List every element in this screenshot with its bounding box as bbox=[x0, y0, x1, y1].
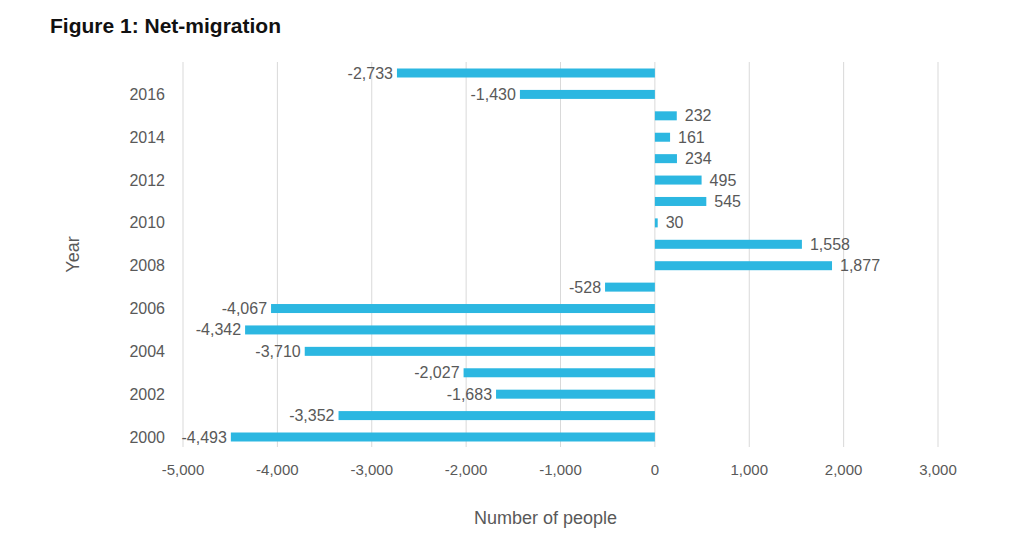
y-tick-label: 2014 bbox=[129, 129, 165, 146]
data-label: -2,733 bbox=[348, 65, 393, 82]
grid-line bbox=[277, 62, 278, 447]
grid-line bbox=[560, 62, 561, 447]
data-label: -4,342 bbox=[196, 321, 241, 338]
bar bbox=[305, 347, 655, 356]
x-tick-label: 1,000 bbox=[730, 461, 768, 478]
data-label: 495 bbox=[710, 172, 737, 189]
x-tick-label: -5,000 bbox=[162, 461, 205, 478]
data-label: 232 bbox=[685, 107, 712, 124]
bar bbox=[655, 133, 670, 142]
x-axis-label: Number of people bbox=[474, 508, 617, 528]
data-label: 161 bbox=[678, 129, 705, 146]
data-label: -4,493 bbox=[181, 429, 226, 446]
bar bbox=[655, 176, 702, 185]
y-tick-label: 2016 bbox=[129, 86, 165, 103]
data-label: 1,877 bbox=[840, 257, 880, 274]
bar bbox=[655, 197, 706, 206]
data-label: -3,352 bbox=[289, 407, 334, 424]
data-label: 234 bbox=[685, 150, 712, 167]
bar bbox=[655, 154, 677, 163]
bar bbox=[271, 304, 655, 313]
bar bbox=[496, 390, 655, 399]
bar bbox=[655, 240, 802, 249]
data-label: 545 bbox=[714, 193, 741, 210]
page: {"chart_data": { "type": "bar", "orienta… bbox=[0, 0, 1024, 542]
y-tick-label: 2004 bbox=[129, 343, 165, 360]
y-tick-label: 2008 bbox=[129, 257, 165, 274]
y-tick-labels: 2000 2002 2004 2006 2008 2010 2012 2014 2016 bbox=[129, 86, 165, 446]
data-label: 30 bbox=[666, 214, 684, 231]
data-labels: -4,493 -3,352 -1,683 -2,027 -3,710 -4,342 -4,0… bbox=[181, 65, 880, 446]
data-label: -1,683 bbox=[447, 386, 492, 403]
x-tick-label: 2,000 bbox=[825, 461, 863, 478]
bar bbox=[605, 283, 655, 292]
data-label: -1,430 bbox=[471, 86, 516, 103]
y-axis-label: Year bbox=[63, 236, 83, 272]
x-tick-label: 0 bbox=[651, 461, 659, 478]
bar bbox=[655, 111, 677, 120]
x-tick-label: -2,000 bbox=[445, 461, 488, 478]
bar bbox=[339, 411, 655, 420]
grid-line bbox=[749, 62, 750, 447]
grid-line bbox=[371, 62, 372, 447]
grid bbox=[183, 62, 938, 447]
grid-line bbox=[843, 62, 844, 447]
x-tick-labels: -5,000 -4,000 -3,000 -2,000 -1,000 0 1,000 2,00… bbox=[162, 461, 957, 478]
x-tick-label: -1,000 bbox=[539, 461, 582, 478]
bar bbox=[655, 261, 832, 270]
title: Figure 1: Net-migration bbox=[50, 14, 281, 37]
grid-line bbox=[938, 62, 939, 447]
y-tick-label: 2000 bbox=[129, 429, 165, 446]
data-label: -3,710 bbox=[255, 343, 300, 360]
bar bbox=[397, 69, 655, 78]
x-tick-label: 3,000 bbox=[919, 461, 957, 478]
y-tick-label: 2006 bbox=[129, 300, 165, 317]
bar bbox=[464, 368, 655, 377]
bar bbox=[231, 433, 655, 442]
bar bbox=[520, 90, 655, 99]
bars bbox=[231, 69, 832, 442]
y-tick-label: 2002 bbox=[129, 386, 165, 403]
data-label: -2,027 bbox=[414, 364, 459, 381]
bar bbox=[655, 218, 658, 227]
y-tick-label: 2012 bbox=[129, 172, 165, 189]
data-label: 1,558 bbox=[810, 236, 850, 253]
x-tick-label: -3,000 bbox=[350, 461, 393, 478]
bar bbox=[245, 325, 655, 334]
data-label: -528 bbox=[569, 279, 601, 296]
y-tick-label: 2010 bbox=[129, 214, 165, 231]
grid-line bbox=[183, 62, 184, 447]
x-tick-label: -4,000 bbox=[256, 461, 299, 478]
chart: Figure 1: Net-migration -5,000 -4,000 -3,00… bbox=[0, 0, 1024, 542]
data-label: -4,067 bbox=[222, 300, 267, 317]
